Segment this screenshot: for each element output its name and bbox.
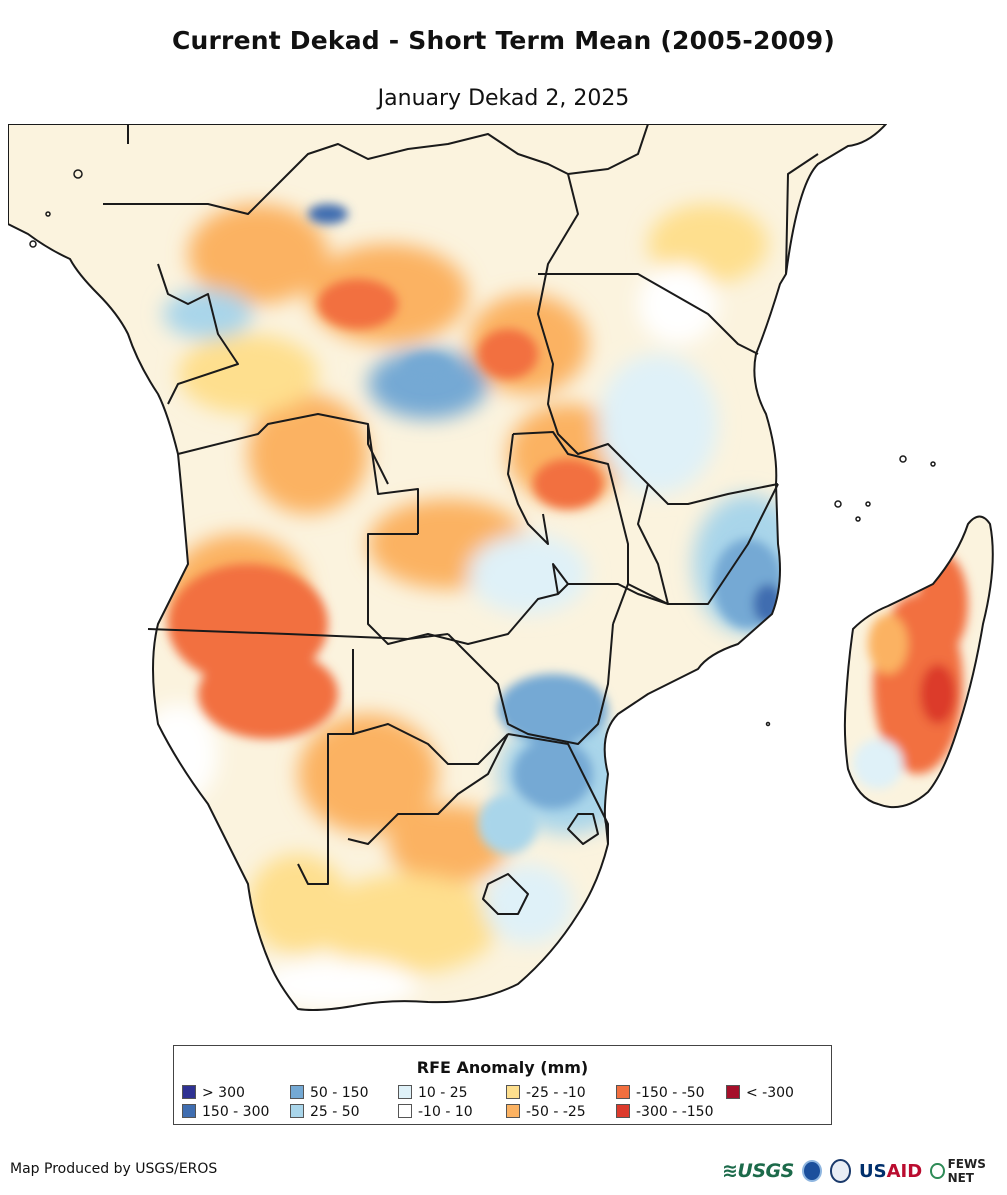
legend-label: -150 - -50 [636, 1085, 705, 1101]
legend-item: -50 - -25 [506, 1103, 586, 1121]
legend-label: -10 - 10 [418, 1104, 473, 1120]
legend-swatch [506, 1085, 520, 1099]
legend-label: -25 - -10 [526, 1085, 586, 1101]
legend-label: > 300 [202, 1085, 245, 1101]
rainfall-anomaly-map [8, 124, 994, 1011]
legend-swatch [182, 1085, 196, 1099]
legend-item: -25 - -10 [506, 1084, 586, 1102]
legend-swatch [182, 1104, 196, 1118]
partner-logos: ≋USGS USAID FEWS NET [722, 1155, 1007, 1187]
country-borders [8, 124, 994, 1011]
legend-item: 10 - 25 [398, 1084, 468, 1102]
legend-title: RFE Anomaly (mm) [416, 1058, 589, 1077]
legend-swatch [290, 1085, 304, 1099]
legend-item: 25 - 50 [290, 1103, 360, 1121]
legend-swatch [616, 1085, 630, 1099]
legend-label: 25 - 50 [310, 1104, 360, 1120]
legend-swatch [398, 1085, 412, 1099]
legend-swatch [398, 1104, 412, 1118]
legend-item: -10 - 10 [398, 1103, 473, 1121]
legend-label: -300 - -150 [636, 1104, 714, 1120]
legend-item: -300 - -150 [616, 1103, 714, 1121]
map-title: Current Dekad - Short Term Mean (2005-20… [171, 26, 836, 55]
legend-swatch [616, 1104, 630, 1118]
legend-label: 150 - 300 [202, 1104, 270, 1120]
state-dept-seal-icon [829, 1159, 852, 1183]
anomaly-raster [8, 124, 993, 1010]
fews-globe-icon [930, 1163, 945, 1179]
legend-label: < -300 [746, 1085, 794, 1101]
legend-label: -50 - -25 [526, 1104, 586, 1120]
usaid-logo: USAID [859, 1160, 923, 1182]
legend-swatch [290, 1104, 304, 1118]
legend-item: 150 - 300 [182, 1103, 269, 1121]
coastline-islands [29, 169, 936, 727]
noaa-logo [801, 1160, 822, 1182]
legend-item: < -300 [726, 1084, 794, 1102]
legend-label: 50 - 150 [310, 1085, 369, 1101]
fews-net-logo: FEWS NET [930, 1157, 1007, 1185]
legend-item: > 300 [182, 1084, 245, 1102]
usgs-logo: ≋USGS [722, 1160, 794, 1182]
legend-item: -150 - -50 [616, 1084, 705, 1102]
legend-label: 10 - 25 [418, 1085, 468, 1101]
legend-item: 50 - 150 [290, 1084, 369, 1102]
legend-swatch [726, 1085, 740, 1099]
legend-swatch [506, 1104, 520, 1118]
map-credit: Map Produced by USGS/EROS [10, 1161, 218, 1177]
map-legend: RFE Anomaly (mm) > 300 150 - 300 50 - 15… [173, 1045, 832, 1125]
map-subtitle: January Dekad 2, 2025 [377, 86, 630, 111]
